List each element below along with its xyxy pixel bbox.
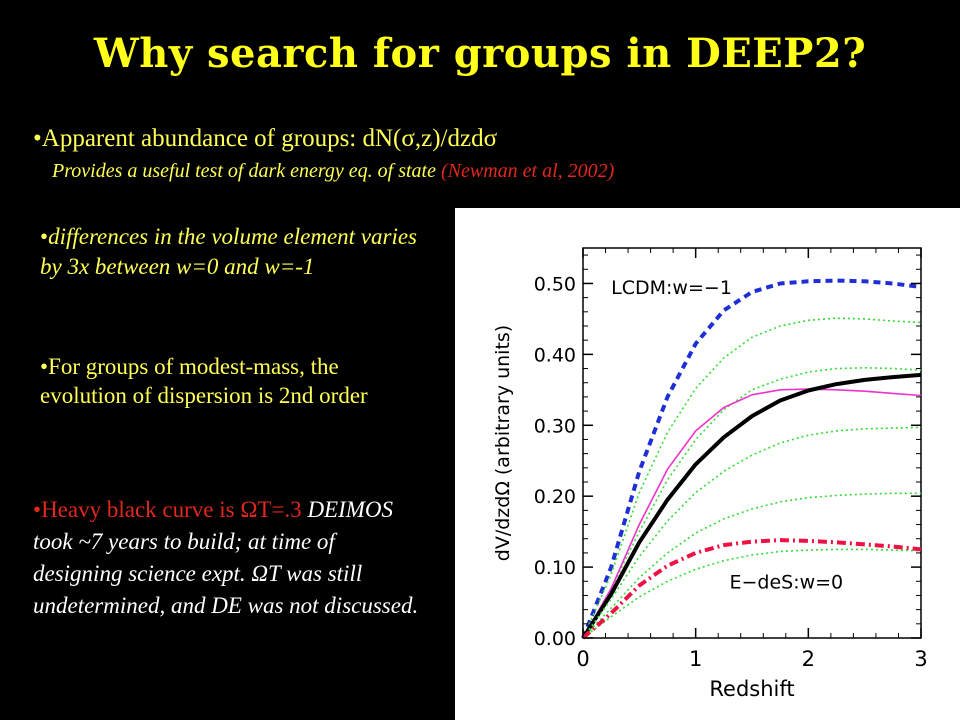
series-line-7	[582, 548, 922, 639]
x-tick-label: 1	[689, 647, 702, 671]
x-axis-label: Redshift	[709, 677, 794, 701]
annotation-lcdm: LCDM:w=−1	[611, 277, 732, 299]
deimos-history-text: DEIMOS took ~7 years to build; at time o…	[33, 497, 419, 618]
series-line-6	[582, 492, 921, 639]
y-tick-label: 0.20	[534, 486, 576, 508]
bullet-dispersion: •For groups of modest-mass, the evolutio…	[40, 352, 430, 410]
bullet-marker: •	[40, 354, 49, 379]
ticks-group: 0 1 2 3 0.00 0.10 0.20 0.30 0.40 0.50	[534, 248, 928, 671]
bullet-dispersion-text: For groups of modest-mass, the evolution…	[40, 354, 368, 408]
series-line-0	[581, 278, 922, 639]
x-tick-label: 0	[576, 647, 589, 671]
curves-group	[581, 278, 922, 640]
series-line-4	[581, 372, 922, 640]
y-axis-label: dV/dzdΩ (arbitrary units)	[492, 325, 514, 561]
x-tick-label: 3	[914, 647, 927, 671]
slide-title: Why search for groups in DEEP2?	[93, 30, 867, 77]
bullet-volume-element-text: differences in the volume element varies…	[40, 224, 417, 279]
y-tick-label: 0.40	[534, 344, 576, 366]
y-tick-label: 0.50	[534, 273, 576, 295]
newman-reference: (Newman et al, 2002)	[441, 160, 615, 182]
y-tick-label: 0.10	[534, 557, 576, 579]
heavy-curve-note: Heavy black curve is ΩT=.3	[41, 497, 302, 522]
bullet-abundance: •Apparent abundance of groups: dN(σ,z)/d…	[33, 123, 497, 154]
bullet-abundance-text: Apparent abundance of groups: dN(σ,z)/dz…	[41, 125, 498, 152]
series-line-1	[582, 317, 922, 639]
bullet-marker: •	[33, 497, 42, 522]
series-line-8	[581, 538, 922, 640]
annotation-edes: E−deS:w=0	[729, 571, 843, 593]
bullet-abundance-subtext: Provides a useful test of dark energy eq…	[52, 160, 614, 183]
series-line-3	[582, 388, 922, 639]
chart-svg: 0 1 2 3 0.00 0.10 0.20 0.30 0.40 0.50 Redshift dV…	[492, 247, 928, 701]
dark-energy-test-text: Provides a useful test of dark energy eq…	[52, 160, 436, 182]
x-tick-label: 2	[802, 647, 815, 671]
y-tick-label: 0.00	[534, 628, 576, 650]
series-line-5	[582, 426, 922, 639]
y-tick-label: 0.30	[534, 415, 576, 437]
bullet-marker: •	[40, 224, 49, 249]
bullet-volume-element: •differences in the volume element varie…	[40, 222, 430, 282]
plot-frame	[582, 247, 922, 639]
bullet-marker: •	[33, 125, 42, 152]
plot-panel: 0 1 2 3 0.00 0.10 0.20 0.30 0.40 0.50 Redshift dV…	[455, 208, 960, 720]
bullet-deimos: •Heavy black curve is ΩT=.3 DEIMOS took …	[33, 494, 428, 622]
series-line-2	[582, 367, 922, 639]
